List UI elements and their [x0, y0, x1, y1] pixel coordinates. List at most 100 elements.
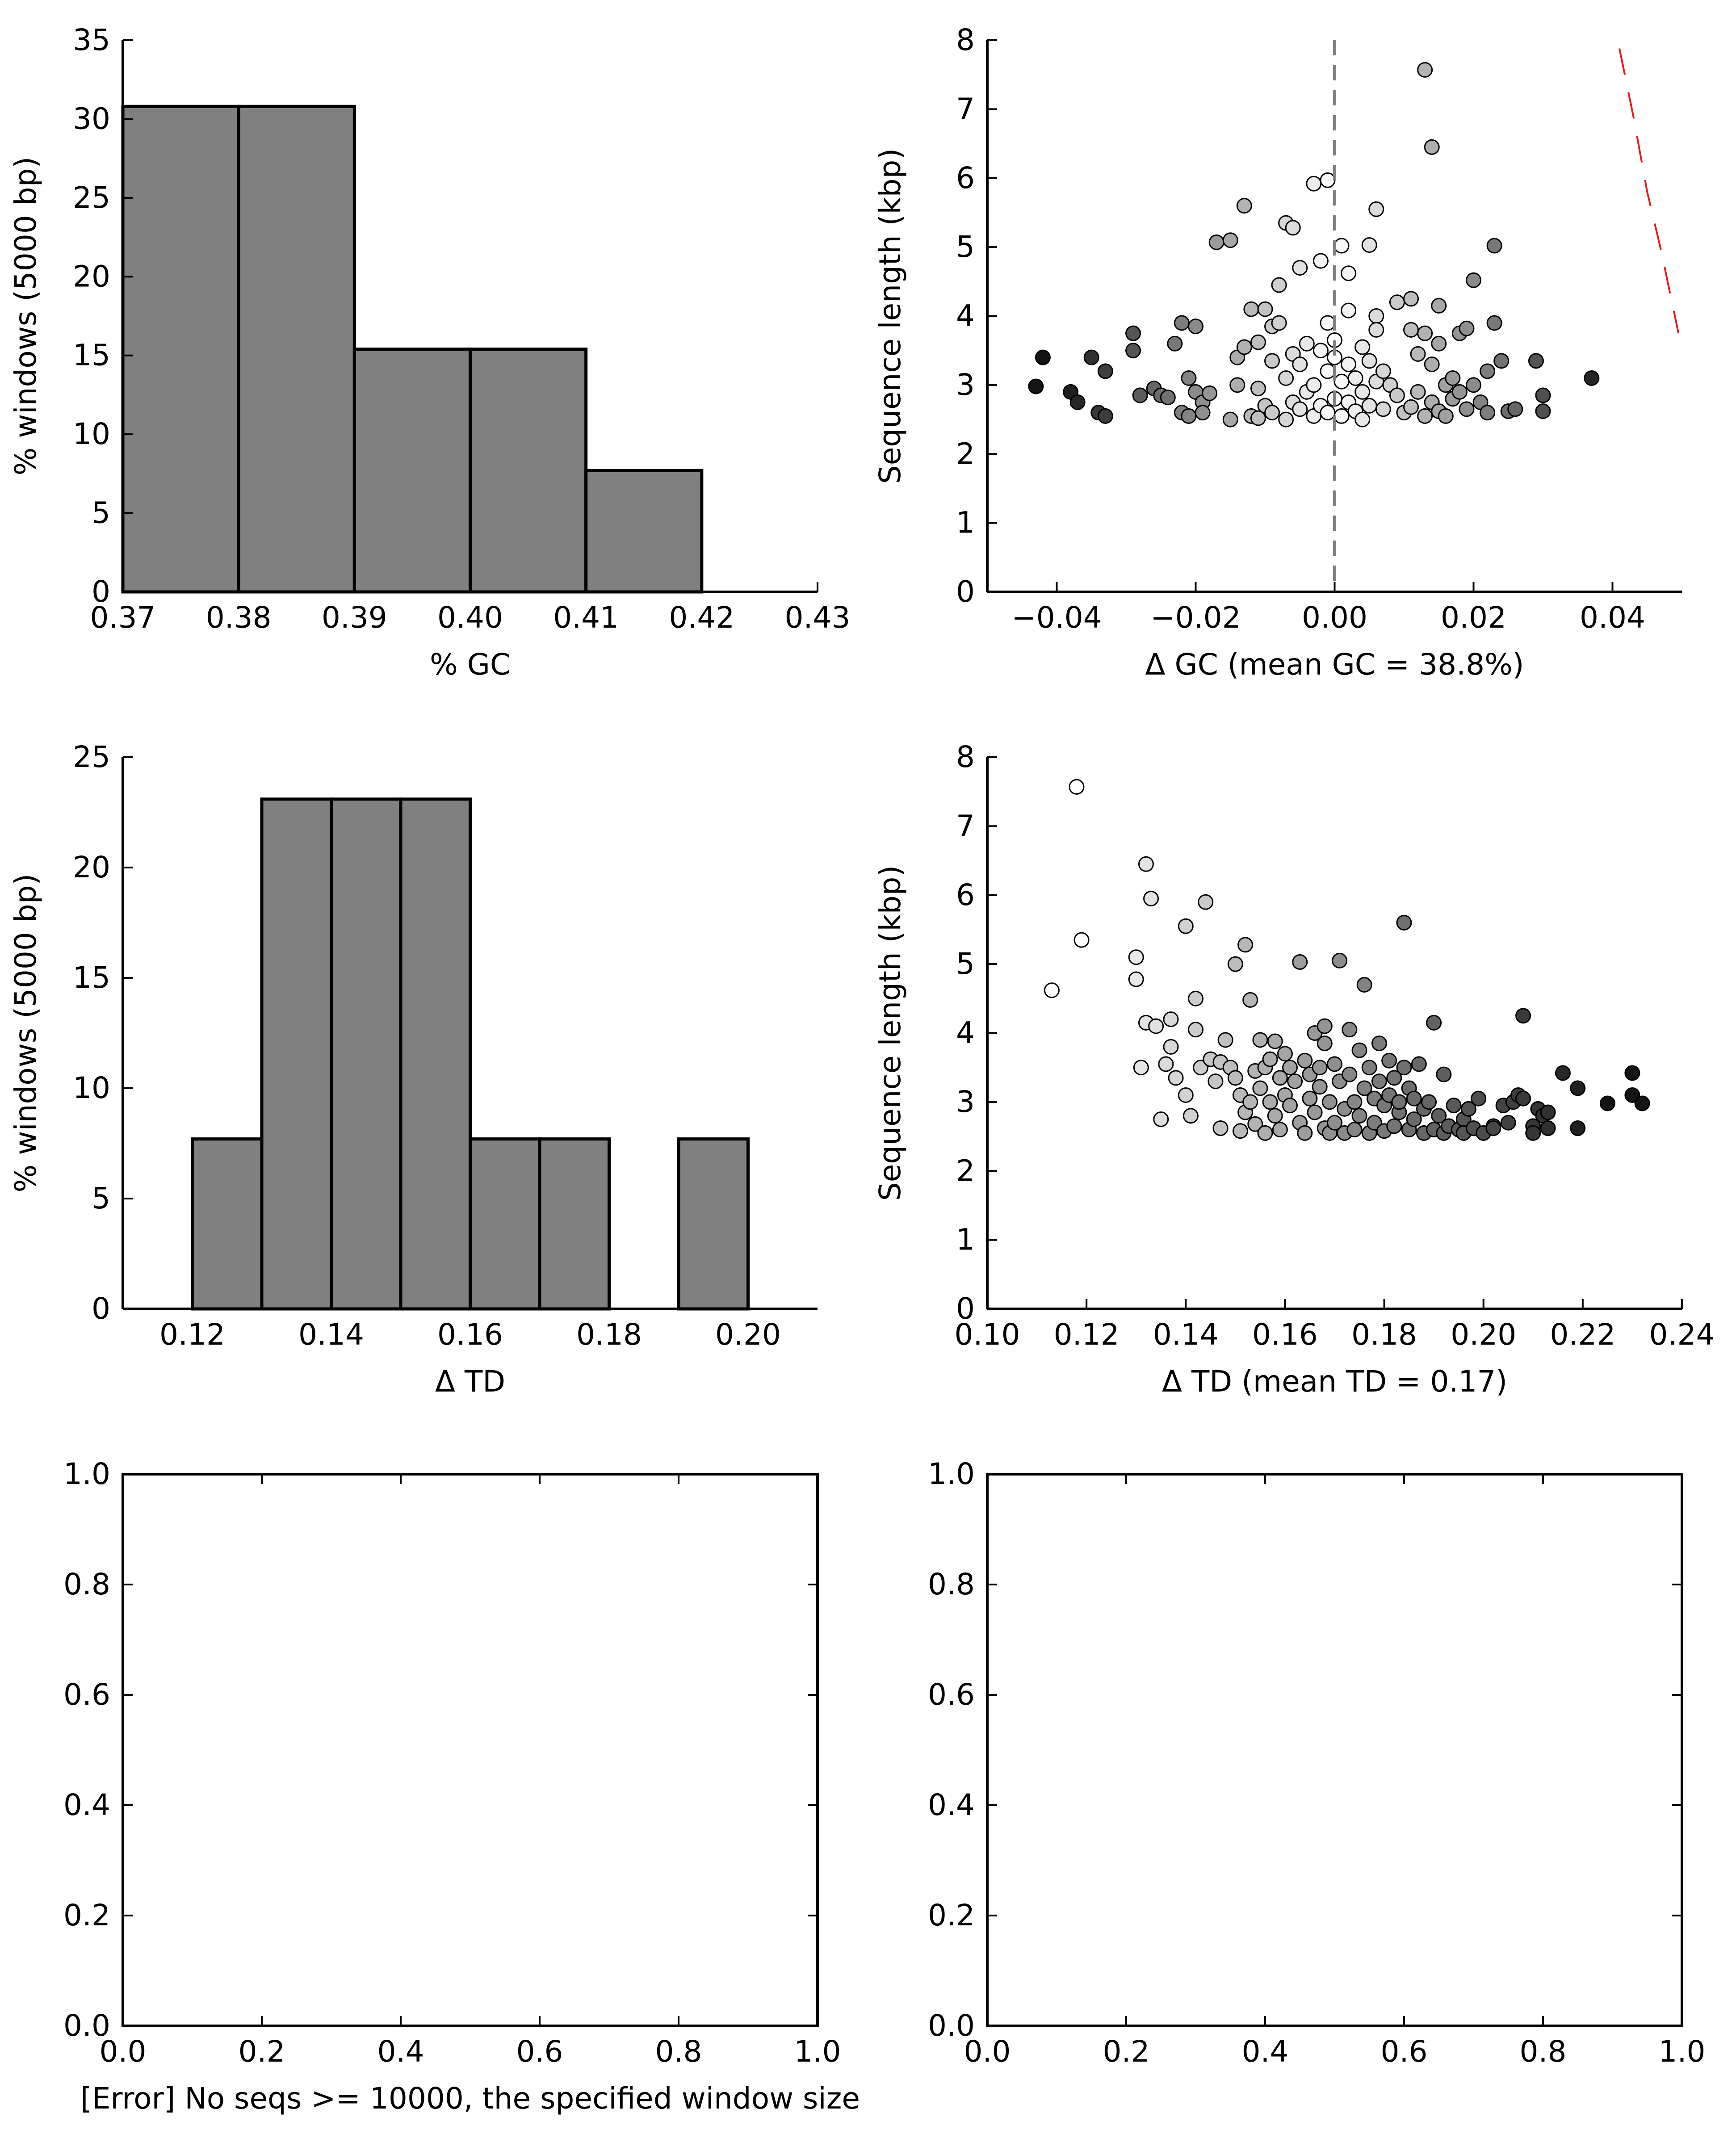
y-tick-label: 6 — [956, 878, 975, 912]
scatter-point — [1257, 1125, 1273, 1141]
scatter-point — [1262, 1051, 1278, 1067]
scatter-point — [1163, 1011, 1179, 1027]
scatter-point — [1252, 1032, 1268, 1048]
x-tick-label: 0.18 — [1351, 1317, 1417, 1352]
scatter-point — [1232, 1123, 1248, 1139]
scatter-point — [1445, 370, 1461, 386]
scatter-point — [1410, 346, 1426, 362]
scatter-point — [1320, 172, 1336, 188]
x-axis-label: Δ GC (mean GC = 38.8%) — [1145, 647, 1524, 682]
scatter-point — [1312, 253, 1329, 269]
y-tick-label: 20 — [73, 259, 110, 293]
scatter-point — [1264, 405, 1280, 421]
scatter-point — [1302, 1090, 1318, 1107]
scatter-point — [1277, 1046, 1293, 1062]
scatter-point — [1354, 384, 1371, 400]
y-tick-label: 4 — [956, 1016, 975, 1050]
scatter-point — [1188, 1022, 1203, 1038]
y-tick-label: 35 — [73, 23, 110, 57]
x-tick-label: 0.6 — [1381, 2034, 1428, 2069]
scatter-point — [1485, 1120, 1501, 1136]
scatter-point — [1282, 1060, 1298, 1076]
scatter-point — [1271, 277, 1287, 293]
histogram-bar — [237, 105, 356, 594]
scatter-point — [1507, 401, 1523, 417]
y-tick-label: 0.0 — [928, 2008, 975, 2043]
scatter-point — [1297, 1052, 1313, 1069]
x-tick-label: 0.18 — [576, 1317, 642, 1352]
scatter-point — [1525, 1125, 1541, 1141]
x-axis-label: [Error] No seqs >= 10000, the specified … — [80, 2081, 860, 2116]
x-tick-label: 0.24 — [1649, 1317, 1715, 1352]
scatter-point — [1535, 387, 1551, 403]
x-tick-label: 0.00 — [1302, 600, 1367, 635]
scatter-point — [1375, 363, 1391, 379]
scatter-point — [1198, 894, 1214, 910]
scatter-point — [1346, 1122, 1363, 1138]
y-tick-label: 8 — [956, 23, 975, 57]
x-tick-label: 0.2 — [1103, 2034, 1150, 2069]
y-tick-label: 7 — [956, 92, 975, 126]
scatter-point — [1188, 990, 1203, 1006]
scatter-point — [1528, 353, 1544, 369]
y-tick-label: 25 — [73, 740, 110, 774]
scatter-point — [1097, 408, 1113, 424]
scatter-point — [1417, 408, 1433, 424]
scatter-point — [1540, 1120, 1556, 1136]
scatter-points — [1044, 779, 1650, 1141]
scatter-point — [1354, 339, 1371, 355]
y-axis-label: % windows (5000 bp) — [8, 157, 43, 476]
scatter-points — [1028, 62, 1600, 428]
scatter-point — [1431, 298, 1447, 314]
scatter-point — [1327, 1115, 1342, 1131]
histogram-bar — [352, 348, 472, 594]
scatter-point — [1361, 353, 1377, 369]
scatter-point — [1486, 315, 1502, 331]
scatter-point — [1178, 918, 1194, 934]
scatter-point — [1272, 1070, 1288, 1086]
scatter-point — [1321, 1094, 1338, 1110]
scatter-point — [1317, 1035, 1333, 1052]
scatter-point — [1341, 356, 1357, 373]
scatter-point — [1403, 291, 1419, 307]
scatter-point — [1341, 265, 1357, 281]
x-tick-label: 0.12 — [159, 1317, 225, 1352]
scatter-point — [1306, 377, 1322, 393]
y-tick-label: 1 — [956, 1223, 975, 1257]
histogram-bar — [121, 105, 240, 594]
scatter-point — [1243, 301, 1259, 317]
y-tick-label: 8 — [956, 740, 975, 774]
y-tick-label: 6 — [956, 161, 975, 195]
scatter-point — [1292, 954, 1308, 970]
scatter-point — [1333, 408, 1350, 424]
scatter-point — [1341, 302, 1357, 319]
y-axis-label: Sequence length (kbp) — [873, 148, 907, 484]
x-tick-label: 0.6 — [516, 2034, 563, 2069]
scatter-point — [1386, 1070, 1402, 1086]
y-tick-label: 0 — [956, 574, 975, 609]
plot-frame — [986, 1473, 1683, 2027]
scatter-point — [1500, 1115, 1516, 1131]
scatter-point — [1356, 977, 1372, 993]
y-tick-label: 15 — [73, 960, 110, 995]
y-tick-label: 3 — [956, 1085, 975, 1119]
y-tick-label: 30 — [73, 101, 110, 136]
scatter-point — [1035, 349, 1051, 365]
scatter-point — [1138, 856, 1154, 872]
scatter-point — [1188, 319, 1203, 335]
y-tick-label: 0.2 — [63, 1898, 110, 1933]
scatter-point — [1451, 384, 1468, 400]
scatter-point — [1158, 1056, 1174, 1072]
scatter-point — [1252, 1080, 1268, 1096]
scatter-point — [1250, 381, 1266, 397]
y-tick-label: 1 — [956, 506, 975, 540]
scatter-point — [1396, 1060, 1412, 1076]
scatter-point — [1356, 1080, 1372, 1096]
scatter-point — [1389, 387, 1405, 403]
scatter-point — [1267, 1108, 1283, 1124]
y-tick-label: 5 — [956, 230, 975, 264]
scatter-point — [1327, 1056, 1342, 1072]
scatter-point — [1406, 1111, 1422, 1127]
y-tick-label: 25 — [73, 180, 110, 215]
y-tick-label: 5 — [92, 1181, 110, 1216]
